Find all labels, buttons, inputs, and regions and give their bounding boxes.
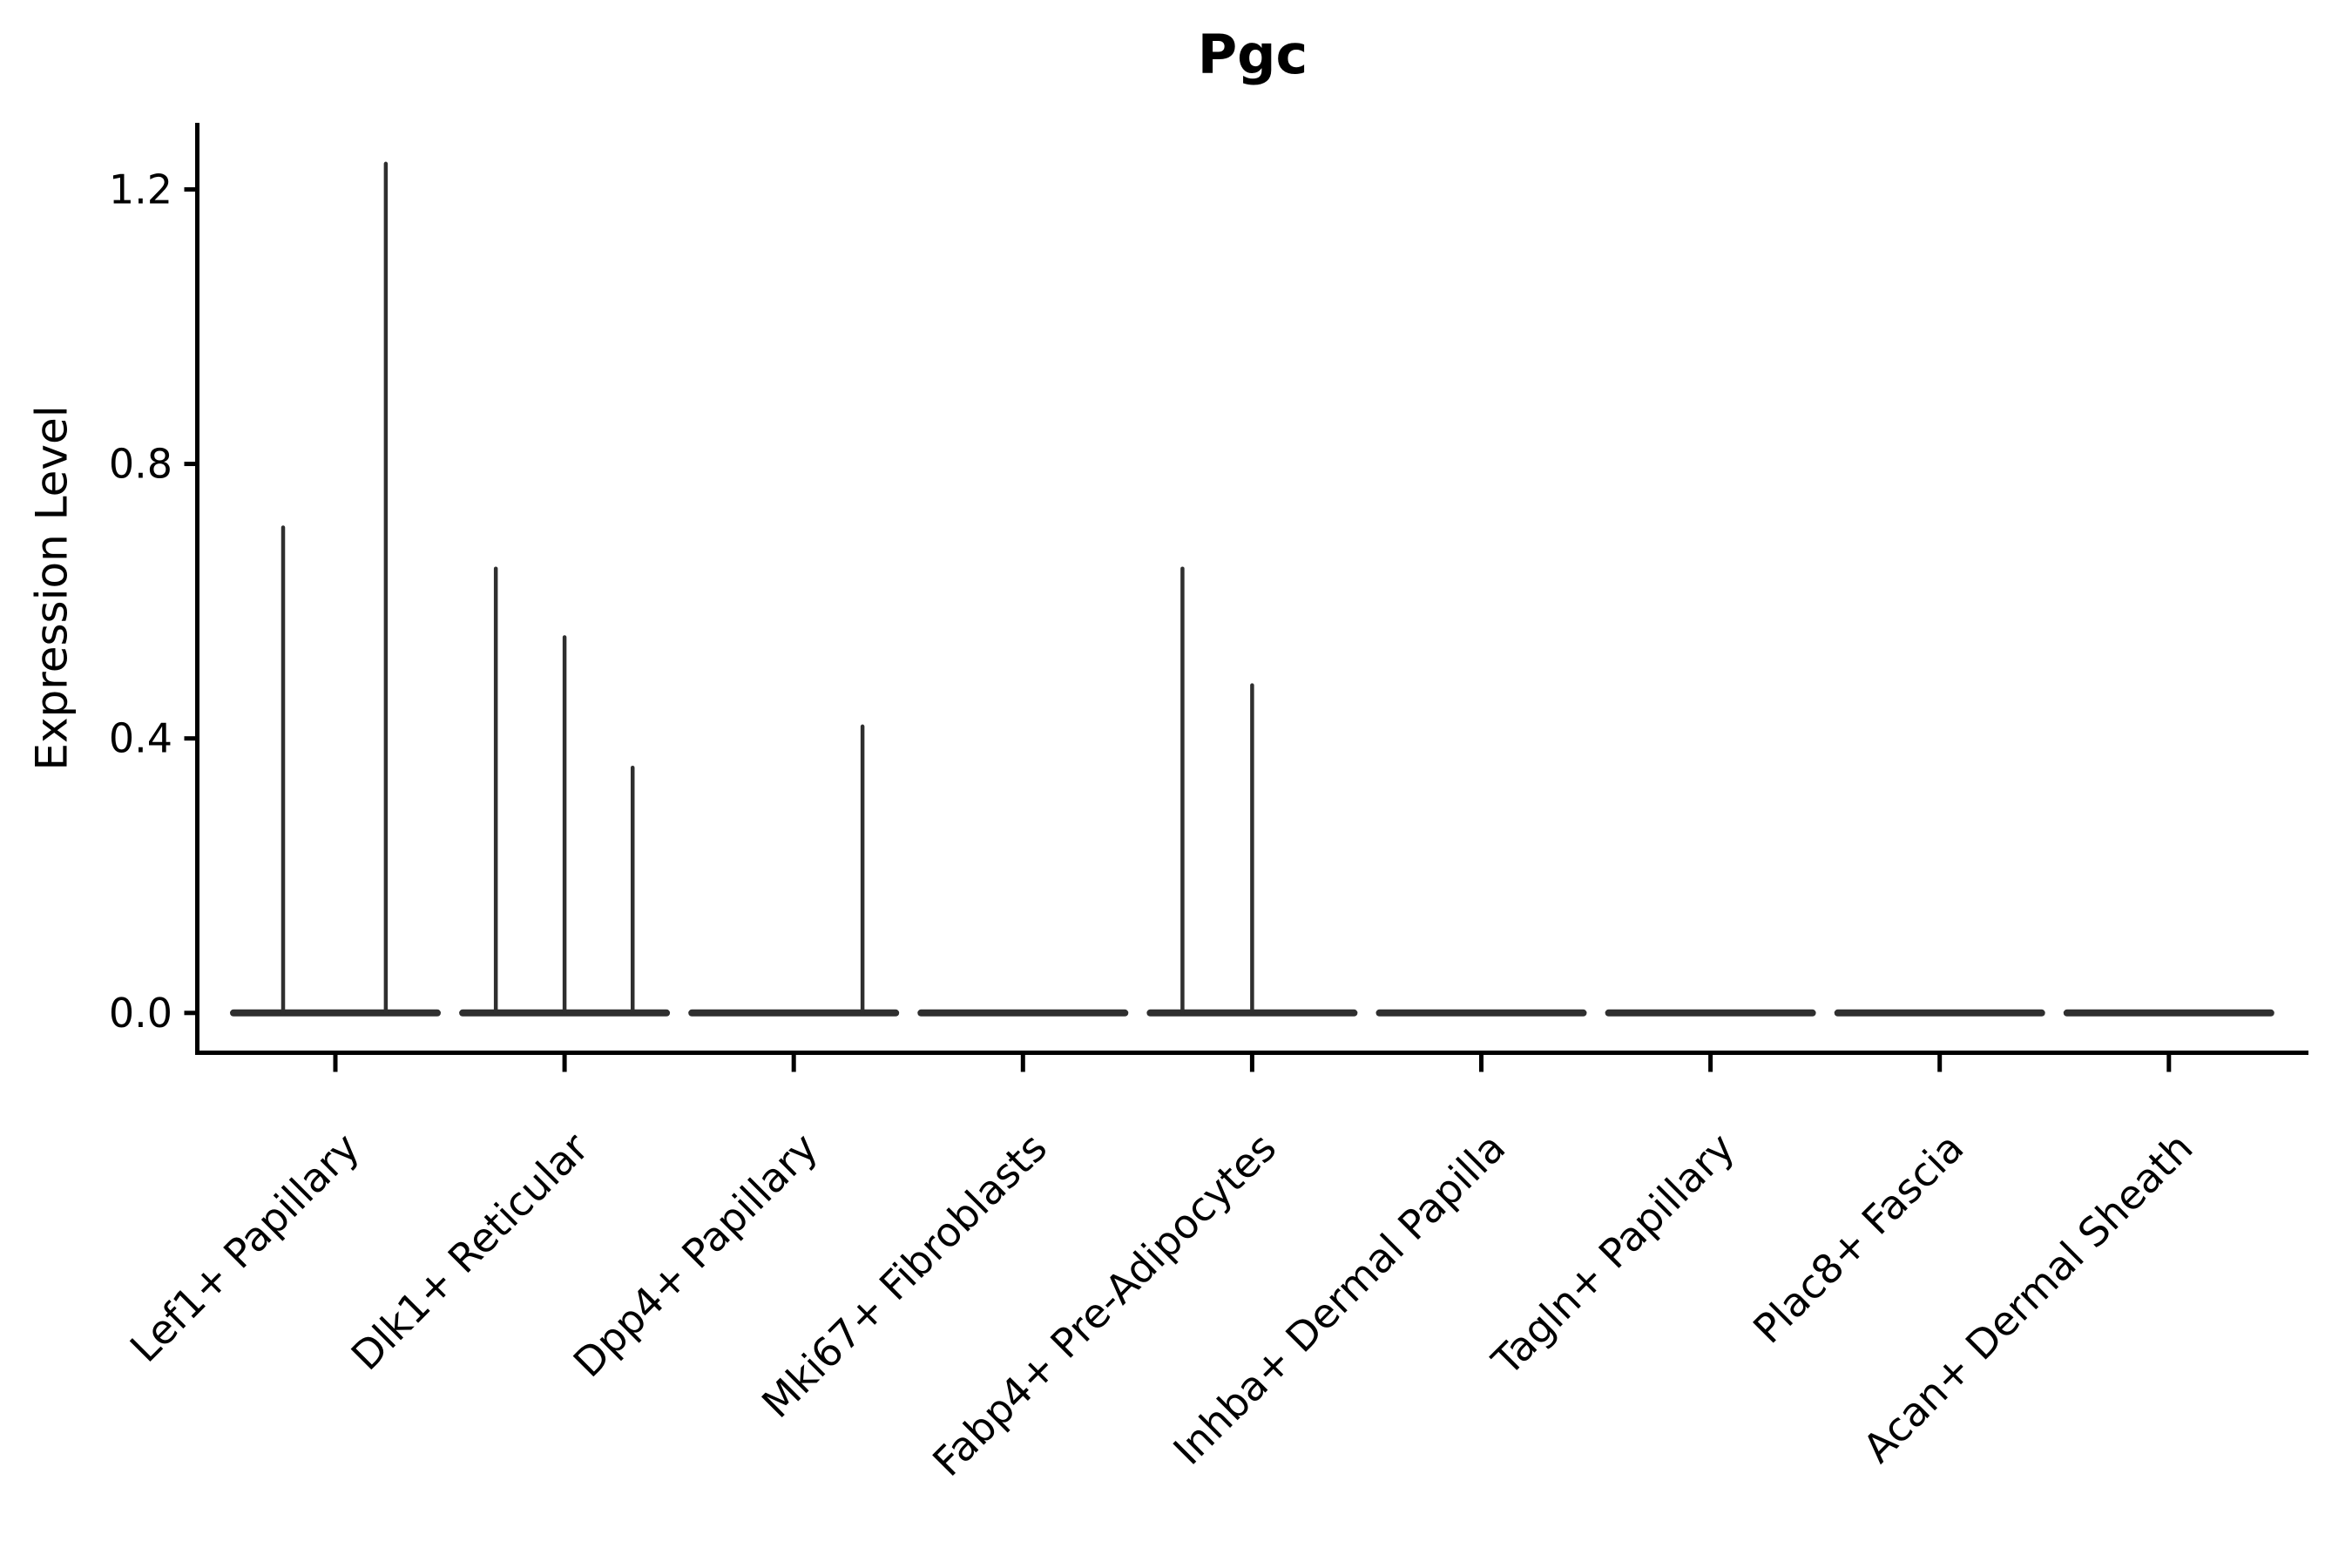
chart-title: Pgc (1197, 23, 1308, 86)
y-tick-label: 1.2 (109, 166, 172, 213)
x-tick-label: Lef1+ Papillary (121, 1124, 368, 1371)
y-tick-label: 0.0 (109, 990, 172, 1037)
x-tick-label: Dpp4+ Papillary (564, 1124, 827, 1386)
x-tick-label: Tagln+ Papillary (1483, 1124, 1744, 1385)
x-tick-label: Dlk1+ Reticular (342, 1124, 598, 1379)
y-tick-label: 0.4 (109, 715, 172, 762)
y-tick-label: 0.8 (109, 441, 172, 488)
x-tick-label: Plac8+ Fascia (1744, 1124, 1972, 1352)
